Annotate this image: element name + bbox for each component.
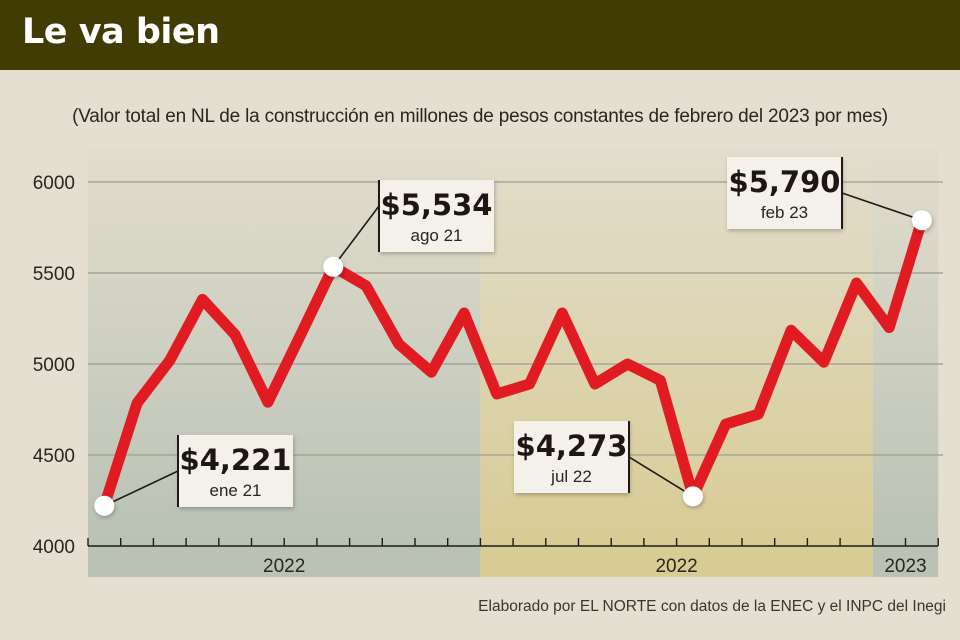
callout-date: ene 21	[210, 481, 262, 500]
callout-leader-line	[332, 205, 380, 268]
callout-value: $4,273	[516, 429, 628, 463]
highlight-marker	[911, 210, 932, 231]
callout-date: feb 23	[761, 203, 808, 222]
year-band	[480, 546, 873, 577]
callout-leader-line	[628, 456, 694, 497]
y-tick-label: 4000	[33, 537, 75, 558]
chart-subtitle: (Valor total en NL de la construcción en…	[72, 106, 888, 127]
callout-date: jul 22	[550, 467, 592, 486]
series-line	[98, 214, 928, 512]
callout-background	[178, 435, 293, 507]
y-tick-label: 5000	[33, 355, 75, 376]
x-axis	[87, 538, 939, 547]
callout-box: $4,221 ene 21	[177, 435, 293, 507]
highlight-marker	[682, 486, 703, 507]
callout-box: $4,273 jul 22	[514, 421, 630, 493]
callout-date: ago 21	[411, 226, 463, 245]
year-band	[88, 546, 481, 577]
highlight-marker	[94, 495, 115, 516]
highlight-markers	[94, 210, 932, 516]
callout-background	[514, 421, 629, 493]
callout-background	[379, 180, 494, 252]
chart-title: Le va bien	[22, 12, 220, 52]
callout-background	[727, 157, 842, 229]
year-band	[872, 546, 939, 577]
callouts: $4,221 ene 21 $5,534 ago 21 $4,273 jul 22 $5,7…	[177, 157, 843, 507]
callout-leader-line	[841, 192, 923, 221]
header-bar: Le va bien	[0, 0, 960, 70]
callout-box: $5,790 feb 23	[727, 157, 843, 229]
year-region	[872, 150, 939, 546]
year-labels: 2022 2022 2023	[263, 556, 927, 577]
y-tick-label: 4500	[33, 446, 75, 467]
callout-value: $5,534	[381, 188, 493, 222]
y-tick-label: 6000	[33, 173, 75, 194]
highlight-marker	[323, 256, 344, 277]
callout-value: $4,221	[180, 443, 292, 477]
data-series	[98, 214, 928, 512]
callout-leader-line	[104, 470, 179, 507]
callout-value: $5,790	[729, 165, 841, 199]
year-label: 2023	[884, 556, 926, 577]
year-label: 2022	[263, 556, 305, 577]
y-tick-label: 5500	[33, 264, 75, 285]
source-note: Elaborado por EL NORTE con datos de la E…	[478, 598, 946, 615]
callout-box: $5,534 ago 21	[378, 180, 494, 252]
callout-leaders	[104, 192, 923, 507]
y-axis: 4000 4500 5000 5500 6000	[33, 173, 75, 558]
year-label: 2022	[655, 556, 697, 577]
